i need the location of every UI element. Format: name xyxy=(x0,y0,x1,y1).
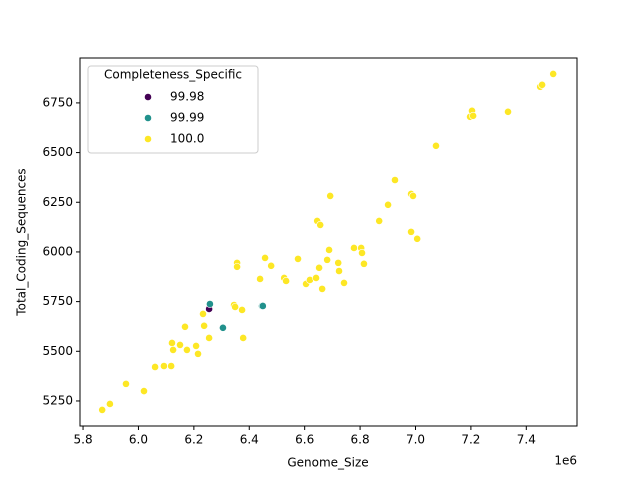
point xyxy=(282,277,291,285)
point xyxy=(151,363,159,371)
point xyxy=(360,259,368,268)
y-tick-label: 6250 xyxy=(42,195,73,209)
point xyxy=(549,69,558,78)
point xyxy=(106,400,114,408)
x-offset-label: 1e6 xyxy=(554,454,577,468)
x-tick-label: 7.0 xyxy=(406,433,425,447)
point xyxy=(200,321,209,330)
legend-marker xyxy=(144,93,152,101)
point xyxy=(183,345,191,354)
x-tick-label: 7.2 xyxy=(461,433,480,447)
y-tick-label: 5750 xyxy=(42,294,73,308)
point xyxy=(335,267,343,275)
x-tick-label: 7.4 xyxy=(517,433,536,447)
point xyxy=(432,141,440,150)
point xyxy=(469,111,478,120)
point xyxy=(239,334,248,342)
point xyxy=(294,254,302,263)
point xyxy=(409,192,417,200)
y-tick-label: 5250 xyxy=(42,393,73,407)
plot-frame xyxy=(79,57,578,427)
point xyxy=(325,246,333,254)
y-axis-label: Total_Coding_Sequences xyxy=(15,168,29,316)
point xyxy=(192,342,200,350)
point xyxy=(256,275,264,283)
point xyxy=(181,322,189,331)
x-tick-label: 6.2 xyxy=(184,433,203,447)
point xyxy=(340,279,348,287)
point xyxy=(326,192,335,200)
y-tick-label: 6000 xyxy=(42,244,73,258)
point xyxy=(312,274,320,282)
point xyxy=(384,200,392,209)
point xyxy=(233,262,241,271)
point xyxy=(168,339,176,347)
x-tick-label: 5.8 xyxy=(74,433,93,447)
point xyxy=(315,263,323,272)
point xyxy=(160,362,168,370)
point xyxy=(407,227,415,236)
x-tick-label: 6.8 xyxy=(351,433,370,447)
legend-title: Completeness_Specific xyxy=(104,68,242,82)
point xyxy=(538,80,546,89)
point xyxy=(194,349,202,358)
point xyxy=(140,387,148,395)
point xyxy=(391,176,399,184)
point xyxy=(169,345,177,354)
legend-marker xyxy=(144,135,152,143)
point xyxy=(199,310,207,318)
point xyxy=(258,302,267,310)
point xyxy=(176,341,184,349)
point xyxy=(375,217,384,225)
point xyxy=(231,303,240,311)
point xyxy=(205,334,213,342)
point xyxy=(413,234,422,243)
point xyxy=(318,284,327,293)
point xyxy=(219,323,227,332)
y-tick-label: 6500 xyxy=(42,145,73,159)
legend-label: 100.0 xyxy=(170,132,204,146)
x-tick-label: 6.0 xyxy=(129,433,148,447)
point xyxy=(238,306,246,314)
point xyxy=(261,253,269,262)
point xyxy=(504,107,512,116)
y-tick-label: 6750 xyxy=(42,95,73,109)
point xyxy=(323,255,332,264)
legend-label: 99.99 xyxy=(170,111,204,125)
point xyxy=(98,406,107,414)
x-tick-label: 6.4 xyxy=(240,433,259,447)
point xyxy=(206,300,214,308)
x-axis-label: Genome_Size xyxy=(287,456,368,470)
y-tick-label: 5500 xyxy=(42,344,73,358)
legend-box xyxy=(87,65,259,154)
point xyxy=(350,244,358,252)
point xyxy=(316,221,325,229)
point xyxy=(267,261,276,270)
point xyxy=(167,362,176,370)
point xyxy=(358,249,366,257)
x-tick-label: 6.6 xyxy=(295,433,314,447)
legend-marker xyxy=(144,114,152,122)
point xyxy=(334,258,343,267)
legend-label: 99.98 xyxy=(170,90,204,104)
point xyxy=(122,379,130,388)
